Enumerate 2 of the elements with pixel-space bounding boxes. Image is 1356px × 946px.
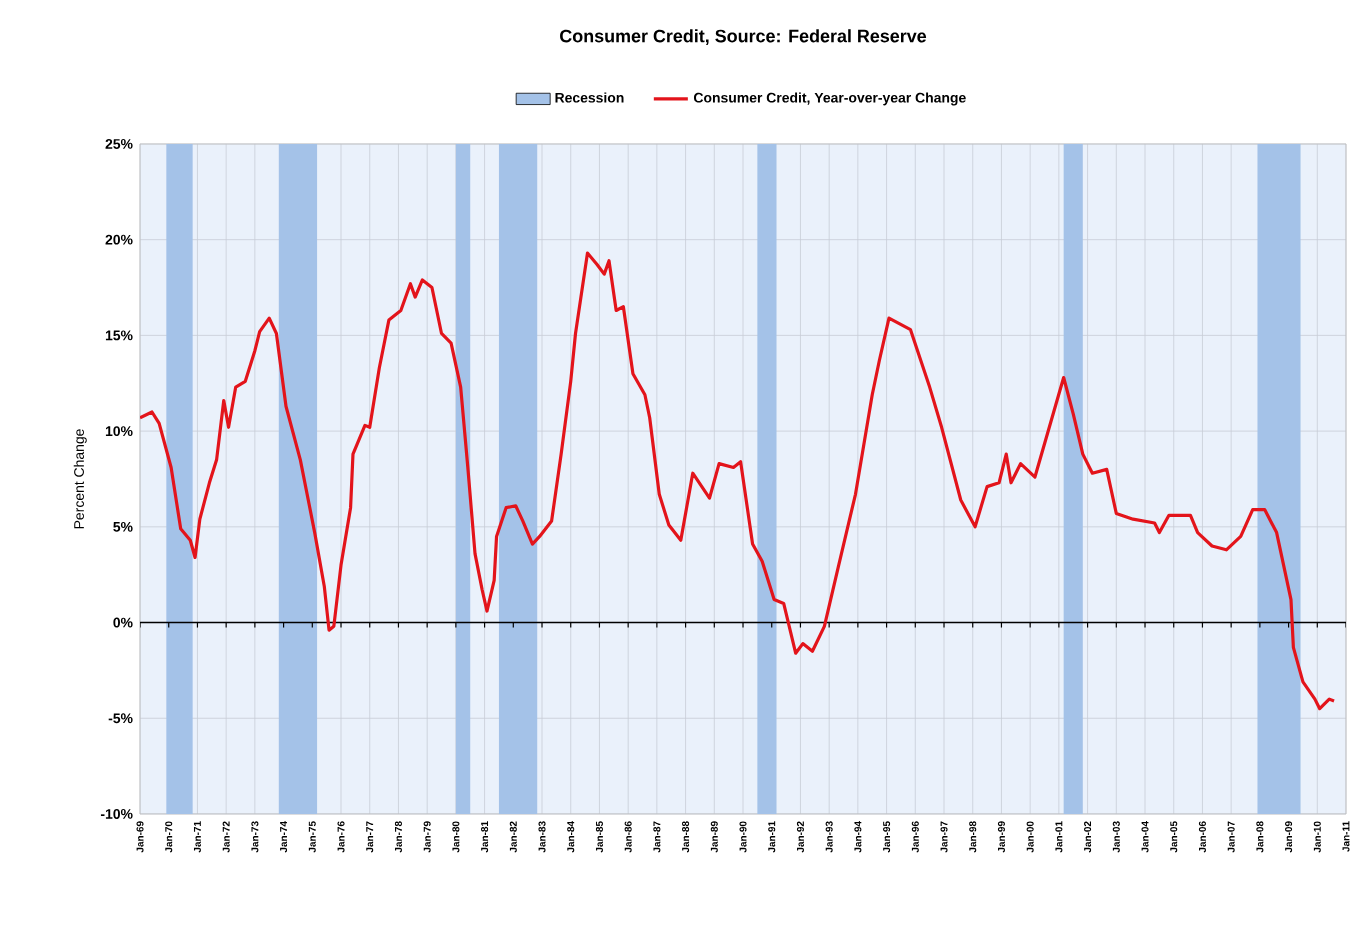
chart-title: Consumer Credit, Source: Federal Reserve [560, 29, 927, 45]
line-series [140, 251, 1336, 711]
